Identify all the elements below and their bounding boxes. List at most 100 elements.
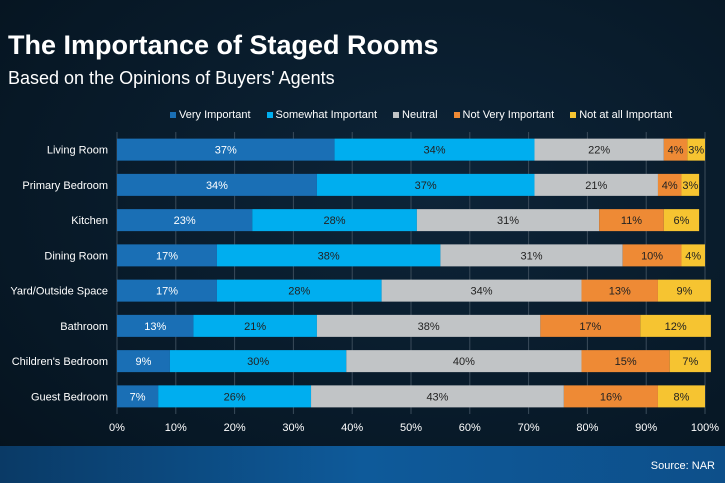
data-label: 4% [668, 145, 684, 157]
bar-segment [622, 244, 682, 267]
bar-segment [581, 279, 658, 302]
bar-segment [316, 173, 535, 196]
data-label: 31% [497, 215, 519, 227]
data-label: 13% [144, 321, 166, 333]
category-label: Dining Room [44, 250, 108, 262]
category-label: Bathroom [60, 321, 108, 333]
data-label: 3% [688, 145, 704, 157]
bar-segment [117, 279, 217, 302]
category-label: Kitchen [71, 215, 108, 227]
data-label: 31% [521, 250, 543, 262]
bar-segment [117, 173, 317, 196]
data-label: 13% [609, 286, 631, 298]
bar-segment [346, 350, 582, 373]
data-label: 38% [418, 321, 440, 333]
bar-segment [416, 209, 600, 232]
bar-segment [216, 244, 441, 267]
legend-item: Very Important [170, 109, 251, 121]
bar-segment [311, 385, 564, 408]
data-label: 7% [130, 391, 146, 403]
bar-segment [599, 209, 664, 232]
bar-segment [687, 138, 705, 161]
category-label: Guest Bedroom [31, 391, 108, 403]
bar-segment [381, 279, 582, 302]
bar-segment [316, 314, 541, 337]
legend-swatch [266, 112, 273, 118]
legend-label: Not at all Important [579, 109, 673, 121]
legend-item: Not at all Important [570, 109, 672, 121]
x-tick-label: 40% [341, 422, 363, 434]
bar-segment [681, 244, 705, 267]
data-label: 28% [324, 215, 346, 227]
data-label: 17% [156, 250, 178, 262]
bar-segment [640, 314, 711, 337]
x-tick-label: 90% [635, 422, 657, 434]
category-label: Yard/Outside Space [10, 286, 108, 298]
source-text: Source: NAR [650, 460, 715, 472]
data-label: 17% [156, 286, 178, 298]
data-label: 12% [665, 321, 687, 333]
data-label: 22% [588, 145, 610, 157]
data-label: 34% [471, 286, 493, 298]
data-label: 43% [426, 391, 448, 403]
data-label: 4% [685, 250, 701, 262]
bar-segment [117, 385, 159, 408]
bar-segment [117, 138, 335, 161]
x-tick-label: 20% [224, 422, 246, 434]
x-tick-label: 10% [165, 422, 187, 434]
data-label: 4% [662, 180, 678, 192]
bar-segment [563, 385, 658, 408]
data-label: 26% [224, 391, 246, 403]
x-tick-label: 0% [109, 422, 125, 434]
bar-segment [440, 244, 623, 267]
data-label: 34% [206, 180, 228, 192]
bar-segment [657, 385, 705, 408]
bar-segment [681, 173, 700, 196]
legend-item: Somewhat Important [266, 109, 378, 121]
bar-segment [117, 350, 170, 373]
bar-segment [669, 350, 711, 373]
legend-label: Somewhat Important [275, 109, 378, 121]
data-label: 38% [318, 250, 340, 262]
legend-swatch [453, 112, 460, 118]
data-label: 21% [585, 180, 607, 192]
data-label: 9% [676, 286, 692, 298]
x-tick-label: 80% [576, 422, 598, 434]
bar-segment [117, 209, 253, 232]
bar-segment [657, 173, 682, 196]
data-label: 16% [600, 391, 622, 403]
chart-subtitle: Based on the Opinions of Buyers' Agents [8, 68, 335, 88]
data-label: 9% [136, 356, 152, 368]
bar-segment [657, 279, 711, 302]
bar-segment [534, 173, 658, 196]
x-tick-label: 50% [400, 422, 422, 434]
legend-label: Not Very Important [462, 109, 555, 121]
bar-segment [663, 209, 700, 232]
data-label: 17% [579, 321, 601, 333]
x-tick-label: 30% [282, 422, 304, 434]
data-label: 3% [682, 180, 698, 192]
bar-segment [193, 314, 317, 337]
legend-swatch [393, 112, 400, 118]
category-label: Living Room [47, 145, 108, 157]
x-tick-label: 60% [459, 422, 481, 434]
data-label: 11% [621, 215, 642, 227]
category-label: Primary Bedroom [22, 180, 108, 192]
data-label: 15% [615, 356, 637, 368]
legend-item: Not Very Important [453, 109, 555, 121]
legend-swatch [170, 112, 176, 118]
bar-segment [216, 279, 382, 302]
bar-segment [663, 138, 688, 161]
data-label: 37% [215, 145, 237, 157]
bar-segment [117, 244, 217, 267]
legend-label: Very Important [179, 109, 251, 121]
data-label: 7% [682, 356, 698, 368]
bar-segment [540, 314, 641, 337]
data-label: 34% [424, 145, 446, 157]
data-label: 30% [247, 356, 269, 368]
data-label: 28% [288, 286, 310, 298]
bar-segment [534, 138, 664, 161]
data-label: 23% [174, 215, 196, 227]
chart-title: The Importance of Staged Rooms [8, 30, 439, 60]
